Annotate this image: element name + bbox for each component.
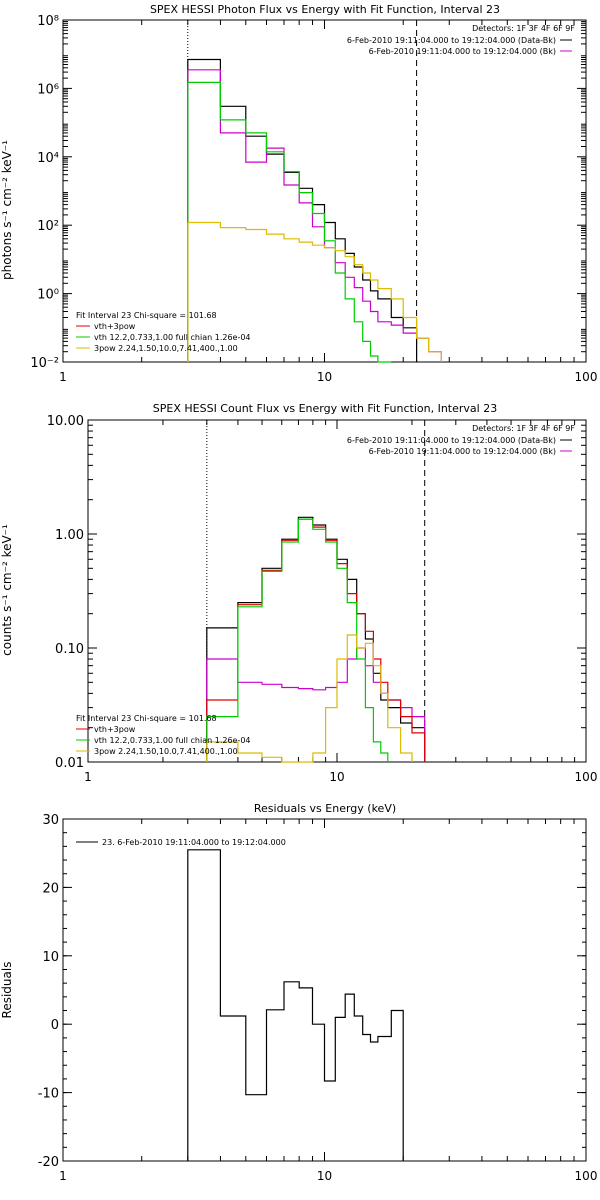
photon-flux-title: SPEX HESSI Photon Flux vs Energy with Fi… bbox=[150, 3, 500, 16]
y-tick-label: 1.00 bbox=[55, 528, 84, 543]
y-tick-label: 10⁶ bbox=[37, 82, 59, 97]
x-tick-label: 10 bbox=[329, 770, 344, 784]
legend-total: vth+3pow bbox=[94, 322, 136, 331]
series-thermal-line bbox=[206, 518, 389, 762]
y-tick-label: 10.00 bbox=[47, 414, 84, 429]
y-tick-label: 20 bbox=[42, 881, 59, 896]
y-tick-label: 0 bbox=[51, 1018, 59, 1033]
count-flux-frame bbox=[87, 419, 587, 763]
x-tick-label: 10 bbox=[317, 1169, 332, 1183]
count-flux-series bbox=[206, 516, 426, 763]
legend-thermal: vth 12.2,0.733,1.00 full chian 1.26e-04 bbox=[94, 736, 251, 745]
residuals-frame bbox=[62, 818, 587, 1162]
residuals-legend: 23. 6-Feb-2010 19:11:04.000 to 19:12:04.… bbox=[76, 838, 286, 847]
x-tick-label: 1 bbox=[59, 1169, 67, 1183]
x-tick-label: 100 bbox=[575, 370, 598, 384]
x-tick-label: 100 bbox=[575, 770, 598, 784]
residuals-ylabel: Residuals bbox=[0, 962, 14, 1019]
residuals-ticks: 1 10 100 -20 -10 0 10 20 30 bbox=[38, 813, 598, 1183]
series-total-line bbox=[206, 518, 426, 762]
y-tick-label: 10 bbox=[42, 950, 59, 965]
photon-flux-legend: Detectors: 1F 3F 4F 6F 9F 6-Feb-2010 19:… bbox=[76, 24, 575, 353]
legend-fit-header: Fit Interval 23 Chi-square = 101.68 bbox=[76, 714, 217, 723]
count-flux-range-lines bbox=[206, 420, 426, 762]
y-tick-label: 10⁰ bbox=[37, 288, 59, 303]
y-tick-label: -20 bbox=[38, 1155, 59, 1170]
photon-flux-panel: SPEX HESSI Photon Flux vs Energy with Fi… bbox=[0, 3, 597, 384]
y-tick-label: 10² bbox=[37, 219, 59, 234]
count-flux-ylabel: counts s⁻¹ cm⁻² keV⁻¹ bbox=[0, 524, 14, 656]
photon-flux-ticks: 1 10 100 10⁻² 10⁰ 10² 10⁴ 10⁶ 10⁸ bbox=[30, 14, 597, 384]
residuals-series bbox=[187, 849, 404, 1161]
legend-pow: 3pow 2.24,1.50,10.0,7.41,400.,1.00 bbox=[94, 344, 238, 353]
y-tick-label: 10⁸ bbox=[37, 14, 59, 29]
legend-thermal: vth 12.2,0.733,1.00 full chian 1.26e-04 bbox=[94, 333, 251, 342]
x-tick-label: 10 bbox=[317, 370, 332, 384]
residuals-title: Residuals vs Energy (keV) bbox=[254, 802, 396, 815]
photon-flux-series bbox=[187, 58, 442, 363]
legend-pow: 3pow 2.24,1.50,10.0,7.41,400.,1.00 bbox=[94, 747, 238, 756]
series-pow-line bbox=[206, 634, 413, 763]
photon-flux-range-lines bbox=[187, 20, 418, 362]
photon-flux-ylabel: photons s⁻¹ cm⁻² keV⁻¹ bbox=[0, 140, 14, 280]
legend-fit-header: Fit Interval 23 Chi-square = 101.68 bbox=[76, 311, 217, 320]
series-bk-line bbox=[187, 69, 442, 362]
y-tick-label: 10⁴ bbox=[37, 151, 59, 166]
x-tick-label: 1 bbox=[84, 770, 92, 784]
count-flux-title: SPEX HESSI Count Flux vs Energy with Fit… bbox=[153, 402, 497, 415]
legend-total: vth+3pow bbox=[94, 725, 136, 734]
x-tick-label: 100 bbox=[575, 1169, 598, 1183]
y-tick-label: 30 bbox=[42, 813, 59, 828]
legend-detectors: Detectors: 1F 3F 4F 6F 9F bbox=[472, 24, 575, 33]
count-flux-legend: Detectors: 1F 3F 4F 6F 9F 6-Feb-2010 19:… bbox=[76, 424, 575, 756]
series-data-line bbox=[187, 58, 418, 362]
legend-bk: 6-Feb-2010 19:11:04.000 to 19:12:04.000 … bbox=[369, 47, 556, 56]
y-tick-label: 10⁻² bbox=[30, 356, 59, 371]
series-thermal-line bbox=[187, 81, 392, 363]
legend-residual: 23. 6-Feb-2010 19:11:04.000 to 19:12:04.… bbox=[102, 838, 286, 847]
legend-detectors: Detectors: 1F 3F 4F 6F 9F bbox=[472, 424, 575, 433]
y-tick-label: 0.01 bbox=[55, 756, 84, 771]
residuals-panel: Residuals vs Energy (keV) Residuals 1 10 1… bbox=[0, 802, 597, 1183]
y-tick-label: -10 bbox=[38, 1087, 59, 1102]
legend-bk: 6-Feb-2010 19:11:04.000 to 19:12:04.000 … bbox=[369, 447, 556, 456]
series-data-line bbox=[187, 849, 404, 1161]
series-data-line bbox=[206, 516, 426, 762]
legend-data-bk: 6-Feb-2010 19:11:04.000 to 19:12:04.000 … bbox=[347, 36, 556, 45]
x-tick-label: 1 bbox=[59, 370, 67, 384]
legend-data-bk: 6-Feb-2010 19:11:04.000 to 19:12:04.000 … bbox=[347, 436, 556, 445]
series-pow-line bbox=[187, 221, 442, 362]
y-tick-label: 0.10 bbox=[55, 642, 84, 657]
count-flux-panel: SPEX HESSI Count Flux vs Energy with Fit… bbox=[0, 402, 597, 784]
